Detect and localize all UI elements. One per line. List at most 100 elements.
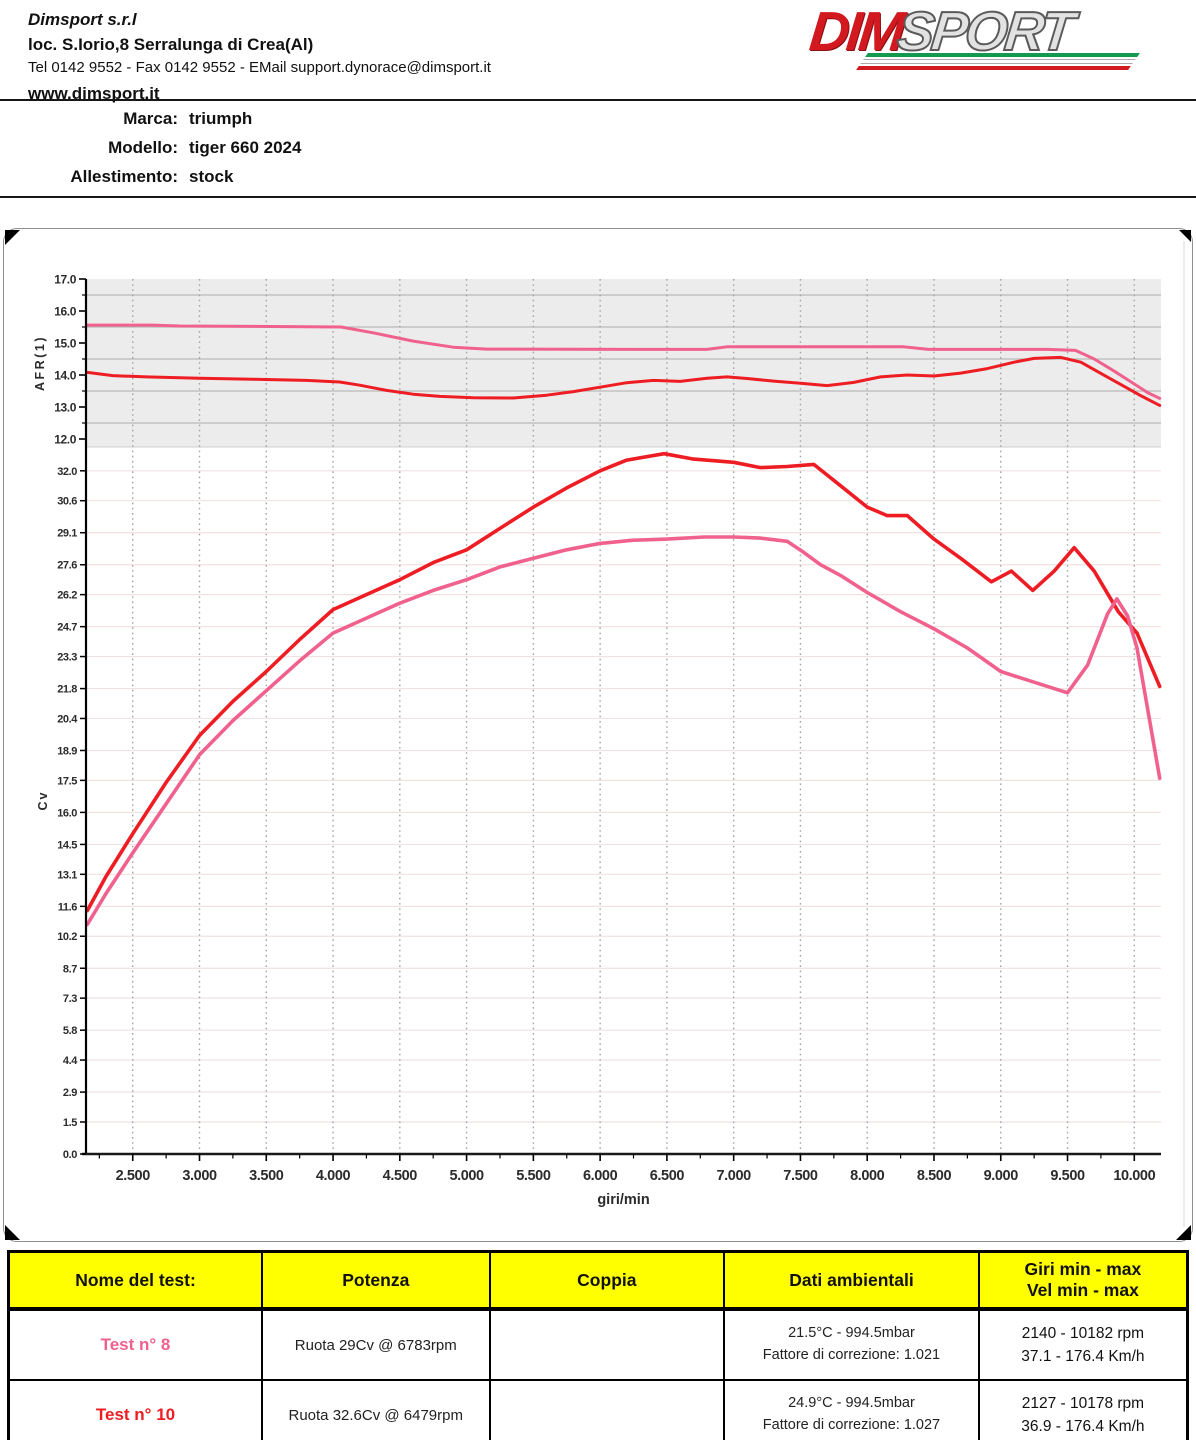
logo-stripe-red bbox=[856, 66, 1131, 70]
tick-label: 8.500 bbox=[917, 1168, 952, 1184]
axes: 17.0 16.0 15.0 14.0 13.0 12.0 32.0 30.6 29.1 27.6… bbox=[33, 273, 1161, 1208]
afr-gridlines bbox=[86, 294, 1161, 448]
company-name: Dimsport s.r.l bbox=[28, 10, 137, 29]
dimsport-logo: DIMSPORT bbox=[807, 0, 1153, 90]
tick-label: 9.000 bbox=[984, 1168, 1019, 1184]
cv-gridlines bbox=[86, 470, 1161, 1155]
curve-afr_test8 bbox=[85, 323, 1162, 400]
test-name-cell: Test n° 10 bbox=[7, 1379, 263, 1440]
tick-label: 12.0 bbox=[54, 433, 76, 447]
curve-afr_test10 bbox=[85, 355, 1162, 407]
header-dati-ambientali: Dati ambientali bbox=[723, 1250, 980, 1311]
header-vel-line: Vel min - max bbox=[1026, 1280, 1139, 1300]
tick-label: 8.7 bbox=[63, 963, 77, 975]
tick-label: 1.5 bbox=[63, 1117, 77, 1129]
tick-label: 3.500 bbox=[249, 1168, 284, 1184]
tick-label: 32.0 bbox=[57, 466, 77, 478]
giri-vel-cell: 2127 - 10178 rpm 36.9 - 176.4 Km/h bbox=[977, 1379, 1189, 1440]
tick-label: 23.3 bbox=[57, 652, 77, 664]
divider-top bbox=[0, 99, 1196, 101]
company-address: loc. S.Iorio,8 Serralunga di Crea(Al) bbox=[28, 34, 314, 54]
vehicle-row-marca: Marca: triumph bbox=[0, 108, 600, 130]
tick-label: 13.0 bbox=[54, 401, 76, 415]
tick-label: 27.6 bbox=[57, 560, 77, 572]
dimsport-logo-text: DIMSPORT bbox=[807, 0, 1153, 63]
corner-mark-top-right bbox=[1179, 230, 1191, 242]
tick-label: 16.0 bbox=[57, 807, 77, 819]
dyno-chart-frame: 17.0 16.0 15.0 14.0 13.0 12.0 32.0 30.6 29.1 27.6… bbox=[3, 228, 1193, 1242]
divider-bottom bbox=[0, 196, 1196, 198]
coppia-cell bbox=[488, 1308, 726, 1381]
tick-label: 24.7 bbox=[57, 622, 77, 634]
tick-label: 2.9 bbox=[63, 1087, 77, 1099]
tick-label: 21.8 bbox=[57, 684, 77, 696]
tick-label: 20.4 bbox=[57, 713, 78, 725]
table-body: Test n° 8 Ruota 29Cv @ 6783rpm 21.5°C - 99… bbox=[7, 1308, 1189, 1440]
table-header-row: Nome del test: Potenza Coppia Dati ambie… bbox=[7, 1250, 1189, 1311]
afr-axis-title: AFR(1) bbox=[33, 335, 47, 391]
tick-label: 5.000 bbox=[449, 1168, 484, 1184]
potenza-cell: Ruota 32.6Cv @ 6479rpm bbox=[260, 1379, 491, 1440]
allestimento-value: stock bbox=[189, 167, 234, 187]
tick-label: 4.4 bbox=[63, 1055, 78, 1067]
header-giri-vel: Giri min - max Vel min - max bbox=[977, 1250, 1189, 1311]
cv-axis-title: Cv bbox=[36, 791, 50, 811]
tick-label: 10.000 bbox=[1113, 1168, 1155, 1184]
tick-label: 4.500 bbox=[383, 1168, 418, 1184]
tick-label: 16.0 bbox=[54, 305, 76, 319]
header-coppia: Coppia bbox=[488, 1250, 726, 1311]
tick-label: 29.1 bbox=[57, 528, 77, 540]
allestimento-label: Allestimento: bbox=[70, 167, 178, 187]
tick-label: 14.0 bbox=[54, 369, 76, 383]
tick-label: 6.500 bbox=[650, 1168, 685, 1184]
curve-power_test10 bbox=[85, 451, 1162, 913]
tick-label: 5.500 bbox=[516, 1168, 551, 1184]
test-name-cell: Test n° 8 bbox=[7, 1308, 263, 1381]
table-row: Test n° 8 Ruota 29Cv @ 6783rpm 21.5°C - 99… bbox=[7, 1308, 1189, 1381]
vehicle-row-allestimento: Allestimento: stock bbox=[0, 166, 600, 188]
tick-label: 7.3 bbox=[63, 993, 77, 1005]
tick-label: 5.8 bbox=[63, 1025, 77, 1037]
modello-label: Modello: bbox=[108, 138, 178, 158]
dati-ambientali-cell: 24.9°C - 994.5mbar Fattore di correzione:… bbox=[723, 1379, 980, 1440]
x-axis-title: giri/min bbox=[597, 1192, 649, 1208]
tick-label: 13.1 bbox=[57, 869, 77, 881]
tick-label: 7.000 bbox=[717, 1168, 752, 1184]
coppia-cell bbox=[488, 1379, 726, 1440]
rpm-gridlines bbox=[132, 279, 1135, 1154]
dyno-curves bbox=[85, 323, 1162, 927]
tick-label: 15.0 bbox=[54, 337, 76, 351]
vehicle-info: Marca: triumph Modello: tiger 660 2024 A… bbox=[0, 108, 600, 195]
marca-label: Marca: bbox=[123, 109, 178, 128]
corner-mark-bottom-right bbox=[1176, 1225, 1191, 1240]
corner-mark-bottom-left bbox=[5, 1225, 20, 1240]
logo-stripe-white bbox=[860, 59, 1136, 64]
header-giri-line: Giri min - max bbox=[1024, 1259, 1142, 1279]
afr-plot-area bbox=[86, 279, 1161, 447]
tick-label: 14.5 bbox=[57, 839, 77, 851]
header-potenza: Potenza bbox=[260, 1250, 491, 1311]
curve-power_test8 bbox=[85, 535, 1162, 927]
potenza-cell: Ruota 29Cv @ 6783rpm bbox=[260, 1308, 491, 1381]
dyno-chart: 17.0 16.0 15.0 14.0 13.0 12.0 32.0 30.6 29.1 27.6… bbox=[33, 241, 1185, 1227]
dati-ambientali-cell: 21.5°C - 994.5mbar Fattore di correzione:… bbox=[723, 1308, 980, 1381]
tick-label: 11.6 bbox=[58, 901, 77, 913]
tick-label: 8.000 bbox=[850, 1168, 885, 1184]
tick-label: 17.5 bbox=[57, 775, 77, 787]
tick-label: 0.0 bbox=[63, 1149, 77, 1161]
marca-value: triumph bbox=[189, 109, 253, 128]
company-info: Dimsport s.r.l loc. S.Iorio,8 Serralunga… bbox=[28, 8, 491, 107]
header-nome-del-test: Nome del test: bbox=[7, 1250, 263, 1311]
tick-label: 2.500 bbox=[116, 1168, 151, 1184]
corner-mark-top-left bbox=[5, 230, 20, 245]
tick-label: 6.000 bbox=[583, 1168, 618, 1184]
tick-label: 7.500 bbox=[783, 1168, 818, 1184]
tick-label: 9.500 bbox=[1050, 1168, 1085, 1184]
modello-value: tiger 660 2024 bbox=[189, 138, 302, 158]
logo-italian-stripes bbox=[856, 53, 1140, 70]
tick-label: 18.9 bbox=[57, 745, 77, 757]
company-website: www.dimsport.it bbox=[28, 84, 160, 104]
tick-label: 4.000 bbox=[316, 1168, 351, 1184]
tick-label: 3.000 bbox=[182, 1168, 217, 1184]
